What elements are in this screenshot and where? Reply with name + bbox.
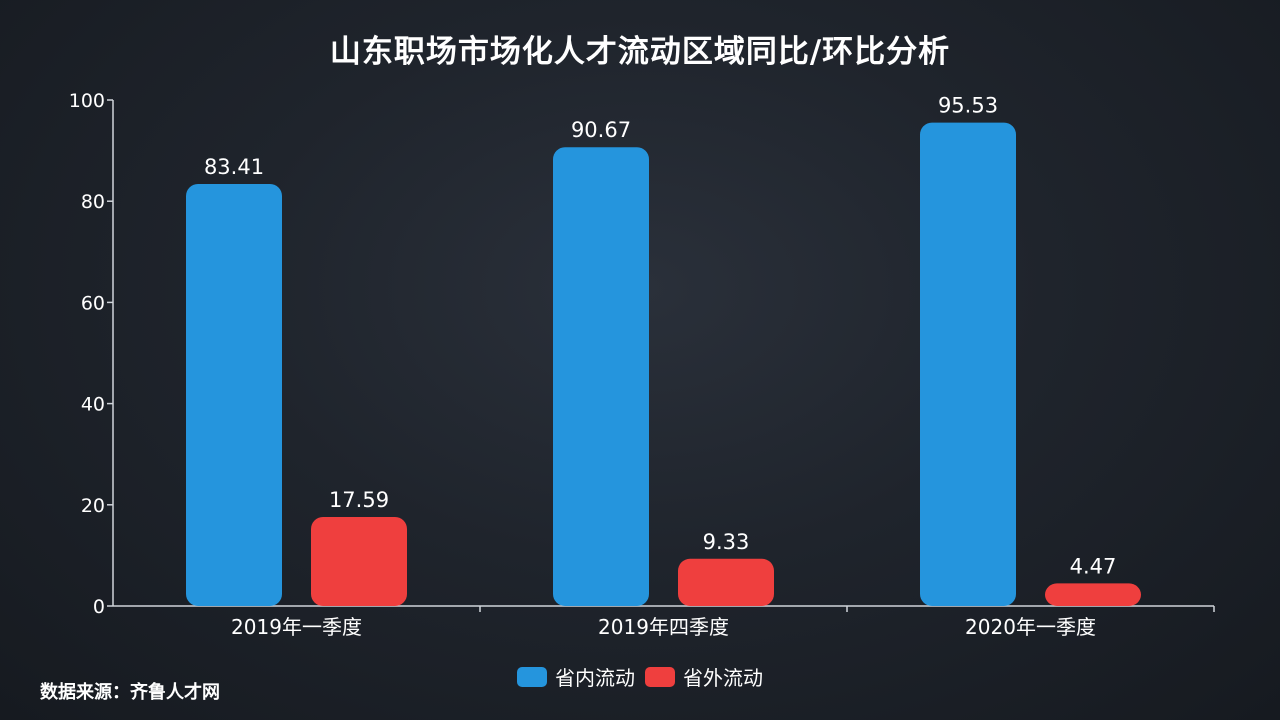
y-tick-label: 60 xyxy=(81,292,105,314)
y-tick-label: 80 xyxy=(81,191,105,213)
data-label-series-1-1: 9.33 xyxy=(703,530,750,554)
data-label-series-1-0: 17.59 xyxy=(329,488,389,512)
legend-item-series-0[interactable]: 省内流动 xyxy=(517,662,635,691)
x-category-label: 2019年一季度 xyxy=(231,615,362,639)
x-category-label: 2020年一季度 xyxy=(965,615,1096,639)
bar-series-1-0 xyxy=(311,516,407,606)
legend-label-series-0: 省内流动 xyxy=(555,666,635,690)
legend-item-series-1[interactable]: 省外流动 xyxy=(645,662,763,691)
x-category-label: 2019年四季度 xyxy=(598,615,729,639)
bar-series-1-1 xyxy=(678,558,774,606)
bar-series-0-1 xyxy=(553,147,649,607)
data-label-series-0-0: 83.41 xyxy=(204,155,264,179)
legend-swatch-series-0 xyxy=(517,666,547,687)
bar-series-0-2 xyxy=(920,122,1016,607)
y-tick-label: 40 xyxy=(81,394,105,416)
chart-title: 山东职场市场化人才流动区域同比/环比分析 xyxy=(329,34,951,70)
legend-swatch-series-1 xyxy=(645,666,675,687)
bar-series-0-0 xyxy=(186,183,282,606)
y-tick-label: 0 xyxy=(93,596,105,618)
data-label-series-0-2: 95.53 xyxy=(938,94,998,118)
data-source-note: 数据来源：齐鲁人才网 xyxy=(40,682,220,703)
data-label-series-0-1: 90.67 xyxy=(571,118,631,142)
data-label-series-1-2: 4.47 xyxy=(1070,554,1117,578)
y-tick-label: 20 xyxy=(81,495,105,517)
chart-legend: 省内流动 省外流动 xyxy=(0,662,1280,691)
legend-label-series-1: 省外流动 xyxy=(683,666,763,690)
y-tick-label: 100 xyxy=(69,90,105,112)
bar-series-1-2 xyxy=(1045,583,1141,606)
